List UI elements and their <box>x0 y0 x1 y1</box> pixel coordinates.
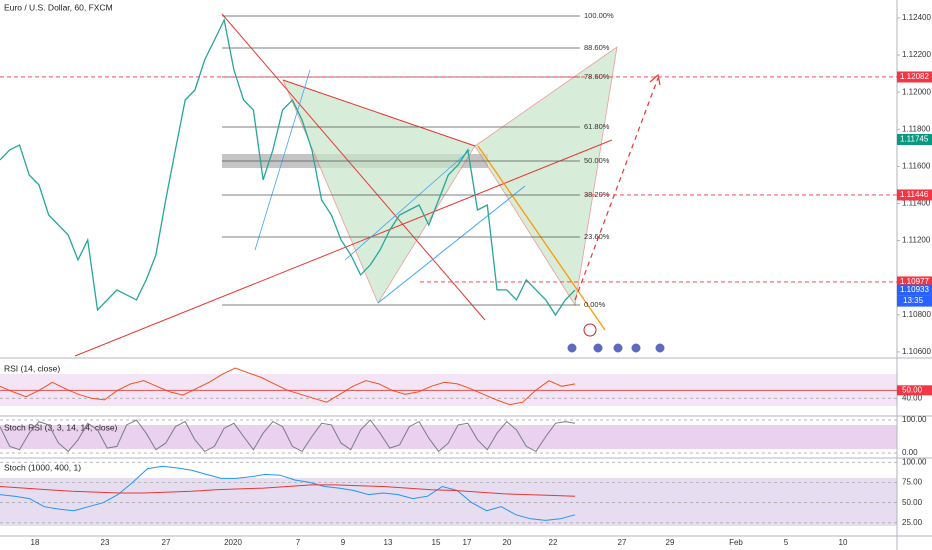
series-line <box>0 465 576 521</box>
price-tag <box>897 133 932 145</box>
y-tick-label: 100.00 <box>902 457 927 466</box>
target-arrow <box>574 77 659 301</box>
chart-title: Euro / U.S. Dollar, 60, FXCM <box>4 2 113 12</box>
fib-label: 50.00% <box>584 156 610 165</box>
x-tick-label: 5 <box>784 538 789 547</box>
fib-label: 0.00% <box>584 300 606 309</box>
x-tick-label: 23 <box>101 538 110 547</box>
x-tick-label: Feb <box>729 538 743 547</box>
y-tick-label: 1.11400 <box>902 199 931 208</box>
x-tick-label: 9 <box>341 538 346 547</box>
fib-label: 100.00% <box>584 11 614 20</box>
series-line <box>0 17 576 317</box>
event-icons <box>566 323 666 354</box>
y-tick-label: 1.11200 <box>902 236 931 245</box>
channel-line <box>344 149 471 261</box>
price-tag <box>897 276 932 288</box>
price-tag <box>897 71 932 83</box>
fib-label: 61.80% <box>584 122 610 131</box>
x-tick-label: 17 <box>463 538 472 547</box>
indicator-title: Stoch (1000, 400, 1) <box>4 462 81 472</box>
price-tag-label: 1.10933 <box>900 285 929 294</box>
y-tick-label: 40.00 <box>902 393 923 402</box>
x-tick-label: 20 <box>503 538 512 547</box>
trend-line <box>221 13 486 321</box>
event-icon <box>566 342 578 354</box>
y-tick-label: 1.11600 <box>902 161 931 170</box>
event-icon <box>612 342 624 354</box>
fib-label: 88.60% <box>584 43 610 52</box>
fib-label: 78.60% <box>584 72 610 81</box>
trend-line <box>74 139 613 357</box>
y-tick-label: 75.00 <box>902 478 923 487</box>
trend-line <box>282 79 476 147</box>
x-tick-label: 29 <box>666 538 675 547</box>
y-tick-label: 50.00 <box>902 498 923 507</box>
stochrsi-band <box>0 425 897 449</box>
drawings <box>74 13 666 357</box>
x-tick-label: 22 <box>549 538 558 547</box>
y-tick-label: 0.00 <box>902 448 918 457</box>
x-tick-label: 18 <box>31 538 40 547</box>
fib-label: 23.60% <box>584 232 610 241</box>
channel-line <box>254 69 311 251</box>
price-tag <box>897 189 932 201</box>
y-tick-label: 1.10600 <box>902 347 931 356</box>
x-tick-label: 10 <box>839 538 848 547</box>
countdown-label: 13:35 <box>903 296 924 305</box>
price-tag-label: 1.12082 <box>900 72 929 81</box>
value-tag-label: 50.00 <box>902 385 923 394</box>
x-tick-label: 13 <box>384 538 393 547</box>
x-tick-label: 15 <box>432 538 441 547</box>
countdown-tag <box>897 295 932 307</box>
event-icon <box>592 342 604 354</box>
x-tick-label: 27 <box>162 538 171 547</box>
pattern-bcd <box>474 46 618 307</box>
price-tag <box>897 284 932 296</box>
price-tag-label: 1.10977 <box>900 277 929 286</box>
projection-line <box>477 145 606 331</box>
y-tick-label: 100.00 <box>902 415 927 424</box>
y-tick-label: 1.12200 <box>902 50 931 59</box>
price-tag-label: 1.11446 <box>900 190 929 199</box>
fib-label: 38.20% <box>584 190 610 199</box>
stoch-band <box>0 478 897 526</box>
series-line <box>0 484 576 497</box>
channel-line <box>377 185 526 304</box>
x-tick-label: 7 <box>296 538 301 547</box>
x-tick-label: 27 <box>618 538 627 547</box>
y-tick-label: 1.10800 <box>902 310 931 319</box>
event-icon <box>654 342 666 354</box>
indicator-title: Stoch RSI (3, 3, 14, 14, close) <box>4 422 118 432</box>
y-tick-label: 25.00 <box>902 518 923 527</box>
x-tick-label: 2020 <box>224 538 242 547</box>
value-tag <box>897 385 932 396</box>
y-tick-label: 1.11800 <box>902 124 931 133</box>
series-line <box>0 419 576 453</box>
indicator-title: RSI (14, close) <box>4 363 60 373</box>
y-tick-label: 1.12400 <box>902 13 931 22</box>
price-tag-label: 1.11745 <box>900 135 929 144</box>
event-icon <box>583 323 597 337</box>
y-tick-label: 1.12000 <box>902 87 931 96</box>
arrow-head <box>649 73 661 86</box>
event-icon <box>630 342 642 354</box>
